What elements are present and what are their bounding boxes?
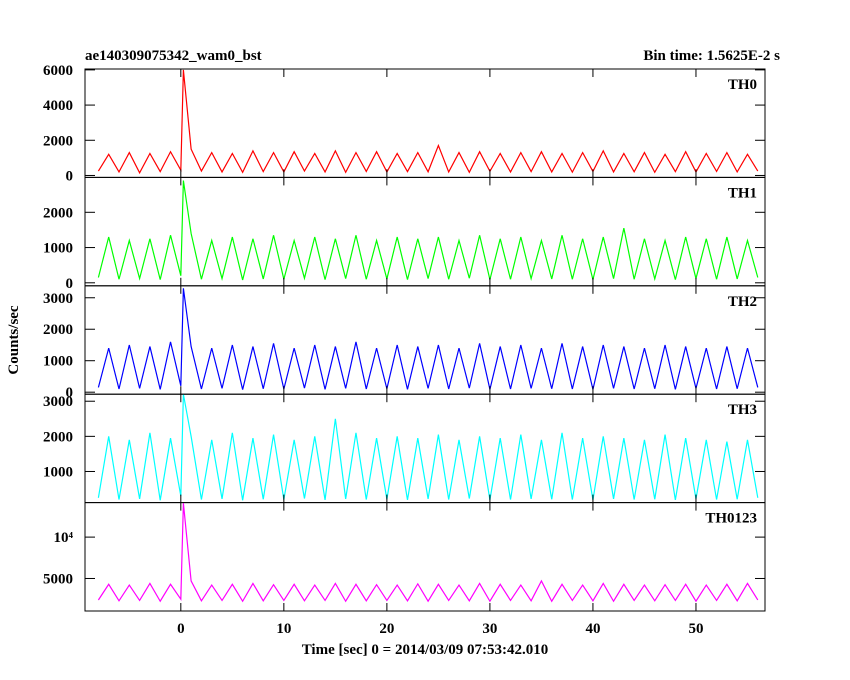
x-tick-label: 50 xyxy=(688,621,703,637)
panel-name: TH0123 xyxy=(705,511,757,527)
y-tick-label: 5000 xyxy=(43,571,73,587)
panel-frame xyxy=(84,176,766,287)
y-tick-label: 2000 xyxy=(43,205,73,221)
x-tick-label: 20 xyxy=(379,621,394,637)
panel-name: TH2 xyxy=(728,294,757,310)
y-tick-label: 0 xyxy=(66,276,74,292)
y-tick-label: 0 xyxy=(66,168,74,184)
panel-name: TH0 xyxy=(728,77,757,93)
light-curve xyxy=(97,180,759,282)
y-tick-label: 1000 xyxy=(43,464,73,480)
x-axis-label: Time [sec] 0 = 2014/03/09 07:53:42.010 xyxy=(302,642,549,658)
panel-name: TH1 xyxy=(728,185,757,201)
x-tick-label: 0 xyxy=(177,621,185,637)
light-curve xyxy=(97,69,759,175)
light-curve xyxy=(97,394,759,501)
y-tick-label: 2000 xyxy=(43,429,73,445)
chart-title: ae140309075342_wam0_bst xyxy=(85,48,262,64)
y-tick-label: 2000 xyxy=(43,133,73,149)
y-tick-label: 1000 xyxy=(43,241,73,257)
panel-frame xyxy=(84,68,766,178)
x-tick-label: 40 xyxy=(585,621,600,637)
y-tick-label: 2000 xyxy=(43,322,73,338)
light-curve xyxy=(97,288,759,390)
x-tick-label: 30 xyxy=(482,621,497,637)
y-axis-label: Counts/sec xyxy=(6,305,22,375)
y-tick-label: 0 xyxy=(66,385,74,401)
y-tick-label: 3000 xyxy=(43,291,73,307)
y-tick-label: 3000 xyxy=(43,394,73,410)
y-tick-label: 6000 xyxy=(43,63,73,79)
panel-name: TH3 xyxy=(728,402,757,418)
y-tick-label: 10⁴ xyxy=(54,530,74,546)
y-tick-label: 4000 xyxy=(43,98,73,114)
x-tick-label: 10 xyxy=(276,621,291,637)
y-tick-label: 1000 xyxy=(43,354,73,370)
light-curve xyxy=(97,503,759,603)
bin-time: Bin time: 1.5625E-2 s xyxy=(643,48,780,64)
panel-frame xyxy=(84,502,766,612)
